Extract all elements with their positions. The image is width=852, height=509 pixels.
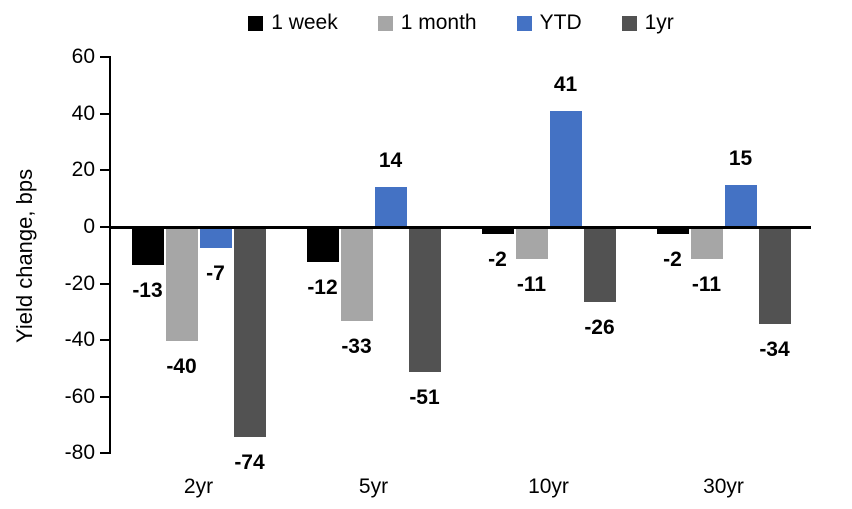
- bar-1-month-30yr: [690, 228, 723, 260]
- data-label-1yr-30yr: -34: [759, 338, 790, 362]
- x-tick-label-30yr: 30yr: [703, 475, 744, 498]
- y-tick-mark: [100, 169, 109, 172]
- bar-1-week-5yr: [306, 228, 339, 262]
- legend-item-1-week: 1 week: [248, 10, 338, 36]
- zero-axis-line: [111, 226, 811, 229]
- y-axis-line: [109, 56, 111, 455]
- data-label-1-week-2yr: -13: [132, 278, 163, 302]
- legend-label: 1 week: [271, 11, 338, 34]
- data-label-1yr-10yr: -26: [584, 315, 615, 339]
- bar-1yr-2yr: [233, 228, 266, 438]
- legend-swatch-icon: [516, 15, 532, 31]
- data-label-ytd-10yr: 41: [553, 72, 578, 96]
- legend-item-1-month: 1 month: [377, 10, 477, 36]
- bar-1-month-2yr: [165, 228, 198, 342]
- x-tick-label-5yr: 5yr: [358, 475, 389, 498]
- legend-item-1yr: 1yr: [621, 10, 674, 36]
- y-tick-label: 60: [71, 45, 95, 69]
- y-tick-label: -80: [64, 441, 95, 465]
- y-tick-label: -60: [64, 384, 95, 408]
- data-label-ytd-5yr: 14: [378, 149, 403, 173]
- chart-legend: 1 week 1 month YTD 1yr: [111, 8, 811, 38]
- y-tick-label: 20: [71, 158, 95, 182]
- data-label-1yr-2yr: -74: [234, 451, 265, 475]
- legend-item-ytd: YTD: [516, 10, 582, 36]
- data-label-1yr-5yr: -51: [409, 386, 440, 410]
- bar-1yr-30yr: [758, 228, 791, 325]
- y-tick-mark: [100, 395, 109, 398]
- x-tick-label-10yr: 10yr: [528, 475, 569, 498]
- y-tick-label: 40: [71, 101, 95, 125]
- bar-ytd-10yr: [549, 110, 582, 227]
- bar-ytd-2yr: [199, 228, 232, 248]
- data-label-1-month-10yr: -11: [516, 273, 547, 297]
- data-label-1-week-10yr: -2: [488, 247, 507, 271]
- legend-swatch-icon: [621, 15, 637, 31]
- y-tick-mark: [100, 112, 109, 115]
- data-label-1-week-30yr: -2: [663, 247, 682, 271]
- bar-1-week-10yr: [481, 228, 514, 234]
- bar-1yr-10yr: [583, 228, 616, 302]
- legend-label: 1yr: [644, 11, 674, 34]
- y-tick-mark: [100, 56, 109, 59]
- legend-swatch-icon: [248, 15, 264, 31]
- legend-label: 1 month: [400, 11, 477, 34]
- data-label-1-month-2yr: -40: [166, 355, 197, 379]
- y-tick-mark: [100, 282, 109, 285]
- data-label-ytd-2yr: -7: [206, 261, 225, 285]
- data-label-1-month-5yr: -33: [341, 335, 372, 359]
- y-tick-label: -40: [64, 328, 95, 352]
- data-label-1-month-30yr: -11: [691, 273, 722, 297]
- y-tick-mark: [100, 339, 109, 342]
- y-tick-label: 0: [83, 215, 95, 238]
- y-tick-label: -20: [64, 271, 95, 295]
- bar-ytd-30yr: [724, 184, 757, 227]
- bar-1-month-5yr: [340, 228, 373, 322]
- bar-1-month-10yr: [515, 228, 548, 260]
- bar-ytd-5yr: [374, 187, 407, 227]
- legend-swatch-icon: [377, 15, 393, 31]
- x-tick-label-2yr: 2yr: [183, 475, 214, 498]
- y-tick-mark: [100, 452, 109, 455]
- y-tick-mark: [100, 226, 109, 228]
- bar-1-week-2yr: [131, 228, 164, 265]
- bar-1yr-5yr: [408, 228, 441, 373]
- legend-label: YTD: [539, 11, 582, 34]
- bar-1-week-30yr: [656, 228, 689, 234]
- data-label-ytd-30yr: 15: [728, 146, 753, 170]
- data-label-1-week-5yr: -12: [307, 275, 338, 299]
